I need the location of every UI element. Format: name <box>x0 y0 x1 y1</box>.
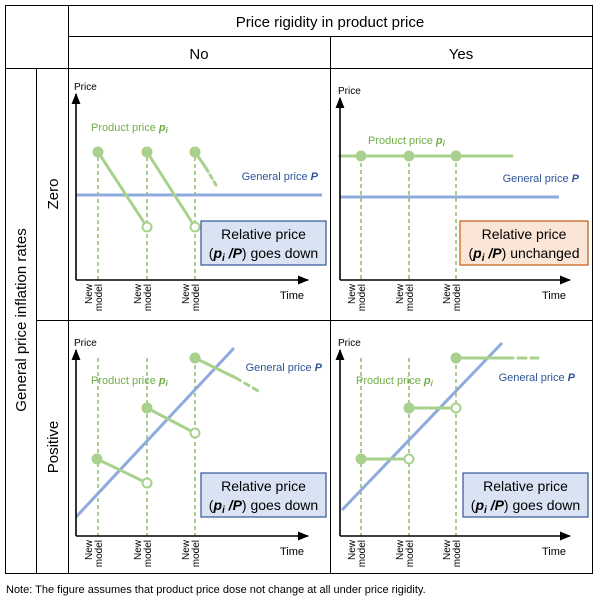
pos-no-relative-price-box-title: Relative price <box>221 478 306 494</box>
panel-positive-no-rigidity: Newmodel Newmodel Newmodel Price Time Product… <box>71 338 327 567</box>
pos-no-general-price-line <box>74 346 236 519</box>
pos-yes-general-price-label: General price P <box>499 372 576 384</box>
zero-yes-general-price-label: General price P <box>503 173 580 185</box>
pos-yes-relative-price-box-bg <box>462 472 589 518</box>
pos-yes-new-model-tick-2: Newmodel <box>395 539 416 567</box>
zero-no-product-segment-2 <box>145 150 197 229</box>
panel-zero-no-rigidity: Newmodel Newmodel Newmodel Price Time Product… <box>71 82 327 311</box>
panel-zero-with-rigidity: Newmodel Newmodel Newmodel Price Time Product… <box>335 86 589 311</box>
zero-no-relative-price-box-ratio: (pi /P) goes down <box>209 245 318 264</box>
pos-yes-dot-old-1 <box>403 453 415 465</box>
row-group-label: General price inflation rates <box>13 228 30 411</box>
pos-no-time-label: Time <box>280 546 304 558</box>
pos-no-dot-old-2 <box>189 427 201 439</box>
zero-no-dot-new-1 <box>92 146 104 158</box>
pos-yes-general-price-line <box>340 341 504 512</box>
footnote: Note: The figure assumes that product pr… <box>6 584 426 596</box>
pos-no-product-segment-3 <box>193 356 238 380</box>
table-grid <box>5 5 593 574</box>
pos-yes-dot-old-2 <box>450 402 462 414</box>
zero-yes-dot-new-1 <box>355 150 367 162</box>
pos-no-dot-new-2 <box>141 402 153 414</box>
zero-no-time-label: Time <box>280 290 304 302</box>
zero-yes-new-model-tick-1: Newmodel <box>347 283 368 311</box>
zero-yes-time-label: Time <box>542 290 566 302</box>
zero-yes-new-model-tick-2: Newmodel <box>395 283 416 311</box>
pos-no-dot-old-1 <box>141 477 153 489</box>
pos-yes-dot-new-2 <box>403 402 415 414</box>
pos-no-product-segment-1 <box>95 457 149 485</box>
zero-no-dot-old-2 <box>189 221 201 233</box>
pos-no-product-segment-3-dash <box>234 376 262 394</box>
pos-yes-product-price-label: Product price pi <box>356 375 434 388</box>
pos-yes-new-model-tick-3: Newmodel <box>442 539 463 567</box>
zero-no-price-label: Price <box>74 82 97 93</box>
zero-yes-dot-new-3 <box>450 150 462 162</box>
zero-no-dot-new-2 <box>141 146 153 158</box>
zero-yes-price-label: Price <box>338 86 361 97</box>
pos-no-price-label: Price <box>74 338 97 349</box>
header-price-rigidity: Price rigidity in product price <box>236 14 424 31</box>
zero-yes-dot-new-2 <box>403 150 415 162</box>
pos-yes-relative-price-box-title: Relative price <box>483 478 568 494</box>
header-col-yes: Yes <box>449 46 473 63</box>
zero-yes-new-model-tick-3: Newmodel <box>442 283 463 311</box>
pos-no-dot-new-1 <box>91 453 103 465</box>
pos-no-product-segment-2 <box>145 406 197 435</box>
zero-no-product-segment-1 <box>96 150 149 229</box>
zero-no-product-price-label: Product price pi <box>91 122 169 135</box>
pos-no-new-model-tick-3: Newmodel <box>181 539 202 567</box>
panels: Newmodel Newmodel Newmodel Price Time Product… <box>71 82 589 567</box>
pos-no-new-model-tick-1: Newmodel <box>84 539 105 567</box>
zero-no-new-model-tick-1: Newmodel <box>84 283 105 311</box>
pos-yes-time-label: Time <box>542 546 566 558</box>
zero-yes-relative-price-box-bg <box>459 220 589 266</box>
row-positive-label: Positive <box>45 421 62 474</box>
zero-no-dot-new-3 <box>189 146 201 158</box>
row-zero-label: Zero <box>45 179 62 210</box>
zero-yes-relative-price-box-title: Relative price <box>482 226 567 242</box>
zero-no-relative-price-box-title: Relative price <box>221 226 306 242</box>
zero-no-product-segment-3-dash <box>204 166 218 187</box>
zero-no-new-model-tick-3: Newmodel <box>181 283 202 311</box>
pos-yes-new-model-tick-1: Newmodel <box>347 539 368 567</box>
panel-positive-with-rigidity: Newmodel Newmodel Newmodel Price Time Product… <box>335 338 589 567</box>
header-col-no: No <box>189 46 208 63</box>
zero-no-new-model-tick-2: Newmodel <box>133 283 154 311</box>
zero-yes-product-price-label: Product price pi <box>368 135 446 148</box>
zero-no-relative-price-box-bg <box>200 220 327 266</box>
zero-yes-relative-price-box-ratio: (pi /P) unchanged <box>469 245 580 264</box>
pos-no-general-price-label: General price P <box>246 362 323 374</box>
zero-no-general-price-label: General price P <box>242 171 319 183</box>
pos-no-product-price-label: Product price pi <box>91 375 169 388</box>
pos-yes-price-label: Price <box>338 338 361 349</box>
pos-yes-relative-price-box-ratio: (pi /P) goes down <box>471 497 580 516</box>
pos-no-relative-price-box-bg <box>200 472 327 518</box>
zero-no-dot-old-1 <box>141 221 153 233</box>
pos-no-dot-new-3 <box>189 352 201 364</box>
pos-yes-dot-new-1 <box>355 453 367 465</box>
pos-no-new-model-tick-2: Newmodel <box>133 539 154 567</box>
pos-no-relative-price-box-ratio: (pi /P) goes down <box>209 497 318 516</box>
pos-yes-dot-new-3 <box>450 352 462 364</box>
